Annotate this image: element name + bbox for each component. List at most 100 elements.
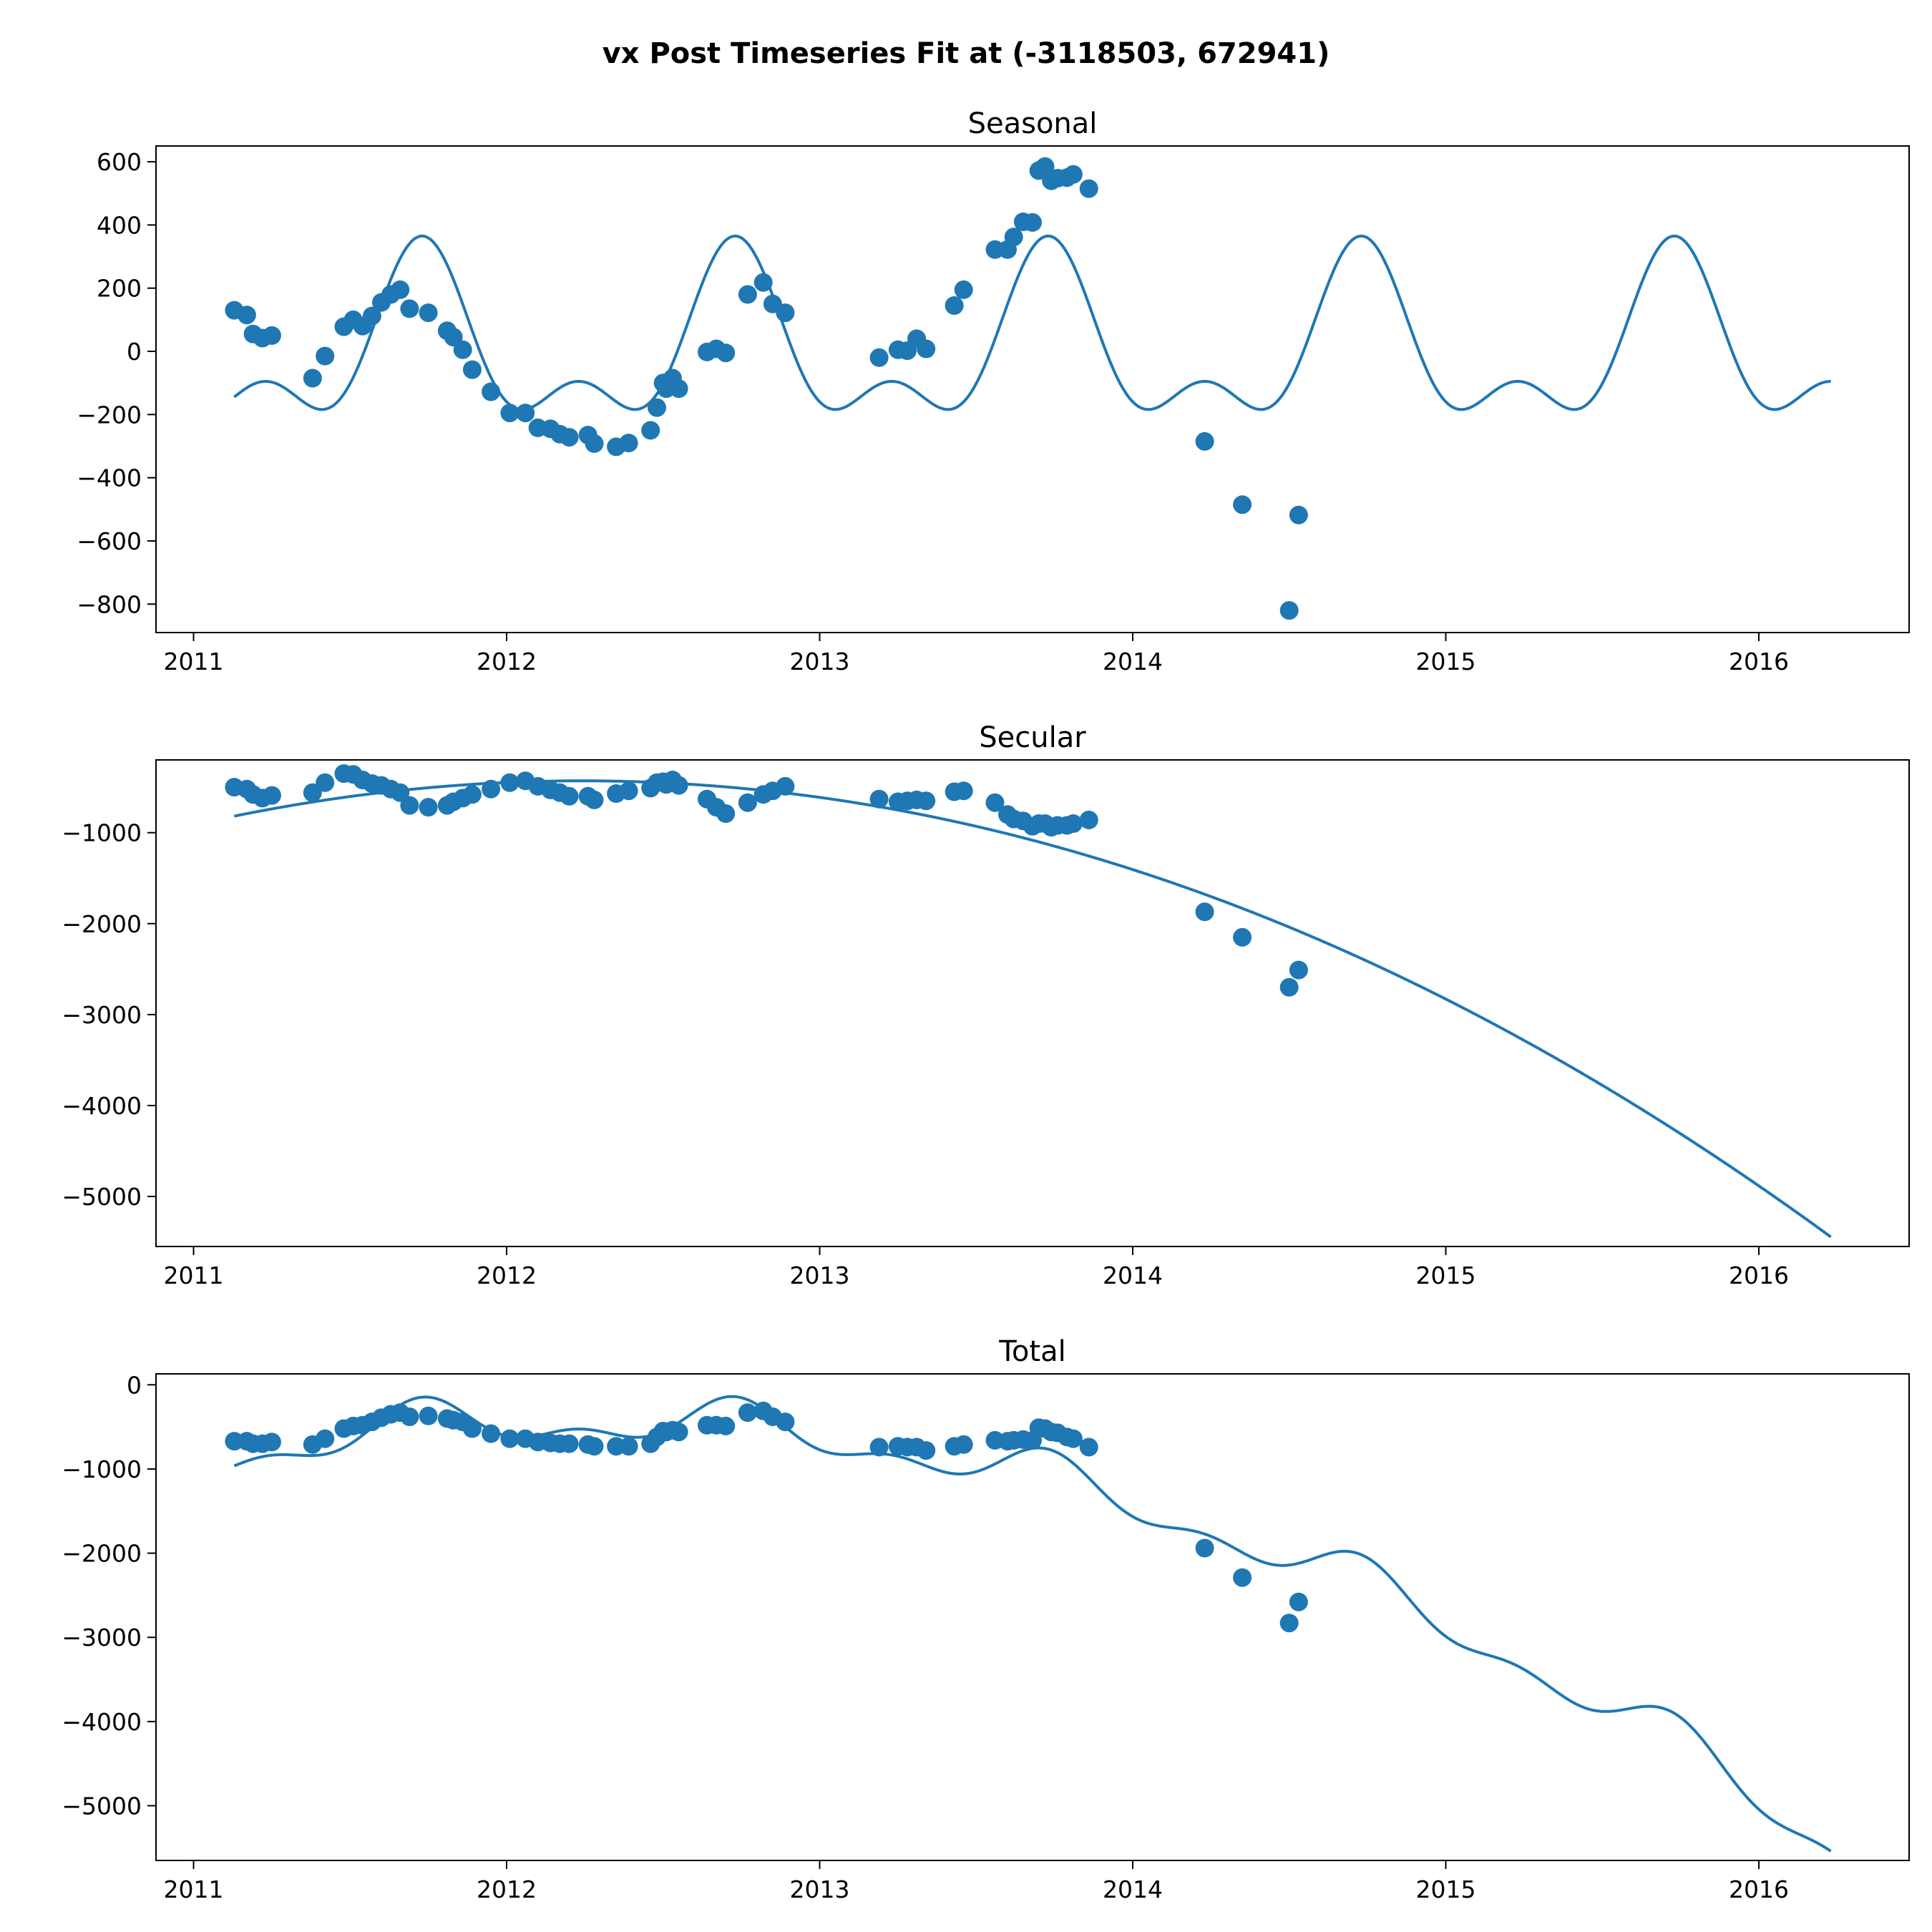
x-tick-label: 2014 xyxy=(1103,648,1163,675)
observation-point xyxy=(316,1429,335,1448)
observation-point xyxy=(776,1413,795,1432)
observation-point xyxy=(1195,431,1214,451)
y-tick-label: −1000 xyxy=(62,1455,142,1483)
observation-point xyxy=(500,1429,519,1448)
x-tick-label: 2015 xyxy=(1416,648,1476,675)
panel-title: Secular xyxy=(979,721,1086,754)
observation-point xyxy=(560,1434,579,1453)
observation-point xyxy=(917,1441,936,1460)
observation-point xyxy=(585,1437,604,1456)
figure-title: vx Post Timeseries Fit at (-3118503, 672… xyxy=(602,37,1330,70)
y-tick-label: −800 xyxy=(77,590,142,618)
observation-point xyxy=(619,781,638,801)
observation-point xyxy=(738,793,757,812)
observation-point xyxy=(716,1416,736,1435)
observation-point xyxy=(419,303,438,323)
observation-point xyxy=(316,346,335,366)
observation-point xyxy=(1079,179,1098,198)
observation-point xyxy=(1063,1429,1083,1448)
observation-point xyxy=(738,285,757,304)
observation-point xyxy=(482,779,501,799)
panel-seasonal: Seasonal 2011 2012 2013 2014 2015 2016 600 400 20… xyxy=(77,107,1910,675)
y-tick-label: −400 xyxy=(77,464,142,492)
observation-point xyxy=(954,781,973,801)
observations xyxy=(225,1401,1308,1633)
observation-point xyxy=(669,1423,688,1442)
observation-point xyxy=(1063,165,1083,184)
x-tick-label: 2014 xyxy=(1103,1262,1163,1289)
observation-point xyxy=(453,340,472,359)
observation-point xyxy=(303,783,322,802)
x-tick-label: 2015 xyxy=(1416,1262,1476,1289)
x-tick-label: 2012 xyxy=(477,1875,537,1903)
y-tick-label: 0 xyxy=(127,338,142,366)
y-tick-label: −4000 xyxy=(62,1708,142,1736)
panel-title: Seasonal xyxy=(968,107,1098,140)
observation-point xyxy=(482,382,501,401)
observation-point xyxy=(1289,960,1308,980)
observation-point xyxy=(316,773,335,792)
observation-point xyxy=(400,299,419,318)
observation-point xyxy=(237,306,256,325)
x-tick-label: 2011 xyxy=(164,1262,224,1289)
observation-point xyxy=(585,434,604,453)
observation-point xyxy=(462,1419,482,1438)
observation-point xyxy=(462,785,482,804)
observation-point xyxy=(560,786,579,806)
observation-point xyxy=(1079,1438,1098,1457)
y-tick-label: −2000 xyxy=(62,1540,142,1568)
y-tick-label: −3000 xyxy=(62,1001,142,1029)
observation-point xyxy=(1023,213,1042,232)
panels: Seasonal 2011 2012 2013 2014 2015 2016 600 400 20… xyxy=(62,107,1910,1903)
observation-point xyxy=(262,786,281,805)
observation-point xyxy=(753,273,773,292)
observation-point xyxy=(462,360,482,379)
observation-point xyxy=(419,1406,438,1425)
panel-title: Total xyxy=(998,1335,1065,1368)
observation-point xyxy=(1289,1592,1308,1611)
fit-line xyxy=(233,234,1831,411)
panel-secular: Secular 2011 2012 2013 2014 2015 2016 −1000 −200… xyxy=(62,721,1910,1289)
observation-point xyxy=(362,306,381,326)
x-tick-label: 2012 xyxy=(477,648,537,675)
observation-point xyxy=(716,343,736,363)
y-tick-label: −5000 xyxy=(62,1183,142,1211)
observation-point xyxy=(1035,157,1055,176)
observation-point xyxy=(641,421,660,440)
panel-total: Total 2011 2012 2013 2014 2015 2016 0 −1000 −2000… xyxy=(62,1335,1910,1903)
y-tick-label: −3000 xyxy=(62,1624,142,1652)
observation-point xyxy=(869,789,889,809)
observation-point xyxy=(917,339,936,358)
x-tick-label: 2013 xyxy=(790,1262,850,1289)
x-tick-label: 2016 xyxy=(1729,648,1789,675)
observation-point xyxy=(1279,977,1299,997)
observation-point xyxy=(419,798,438,817)
y-tick-label: 400 xyxy=(97,211,142,239)
observation-point xyxy=(303,369,322,388)
observation-point xyxy=(262,1433,281,1452)
x-tick-label: 2011 xyxy=(164,1875,224,1903)
observation-point xyxy=(1063,814,1083,833)
y-tick-label: −4000 xyxy=(62,1092,142,1120)
observation-point xyxy=(738,1403,757,1423)
y-tick-label: −600 xyxy=(77,527,142,555)
observation-point xyxy=(716,804,736,823)
fit-line xyxy=(233,779,1832,1239)
axes-frame xyxy=(155,759,1910,1247)
observation-point xyxy=(1279,601,1299,620)
x-tick-label: 2014 xyxy=(1103,1875,1163,1903)
observation-point xyxy=(619,434,638,453)
observation-point xyxy=(391,783,410,802)
observation-point xyxy=(400,1407,419,1426)
x-tick-label: 2011 xyxy=(164,648,224,675)
y-tick-label: −5000 xyxy=(62,1792,142,1820)
observation-point xyxy=(1233,1568,1252,1587)
x-tick-label: 2016 xyxy=(1729,1875,1789,1903)
x-tick-label: 2012 xyxy=(477,1262,537,1289)
x-tick-label: 2013 xyxy=(790,648,850,675)
y-tick-label: 0 xyxy=(127,1371,142,1399)
observation-point xyxy=(400,796,419,815)
observation-point xyxy=(1233,495,1252,514)
observation-point xyxy=(985,793,1005,812)
observation-point xyxy=(560,428,579,447)
